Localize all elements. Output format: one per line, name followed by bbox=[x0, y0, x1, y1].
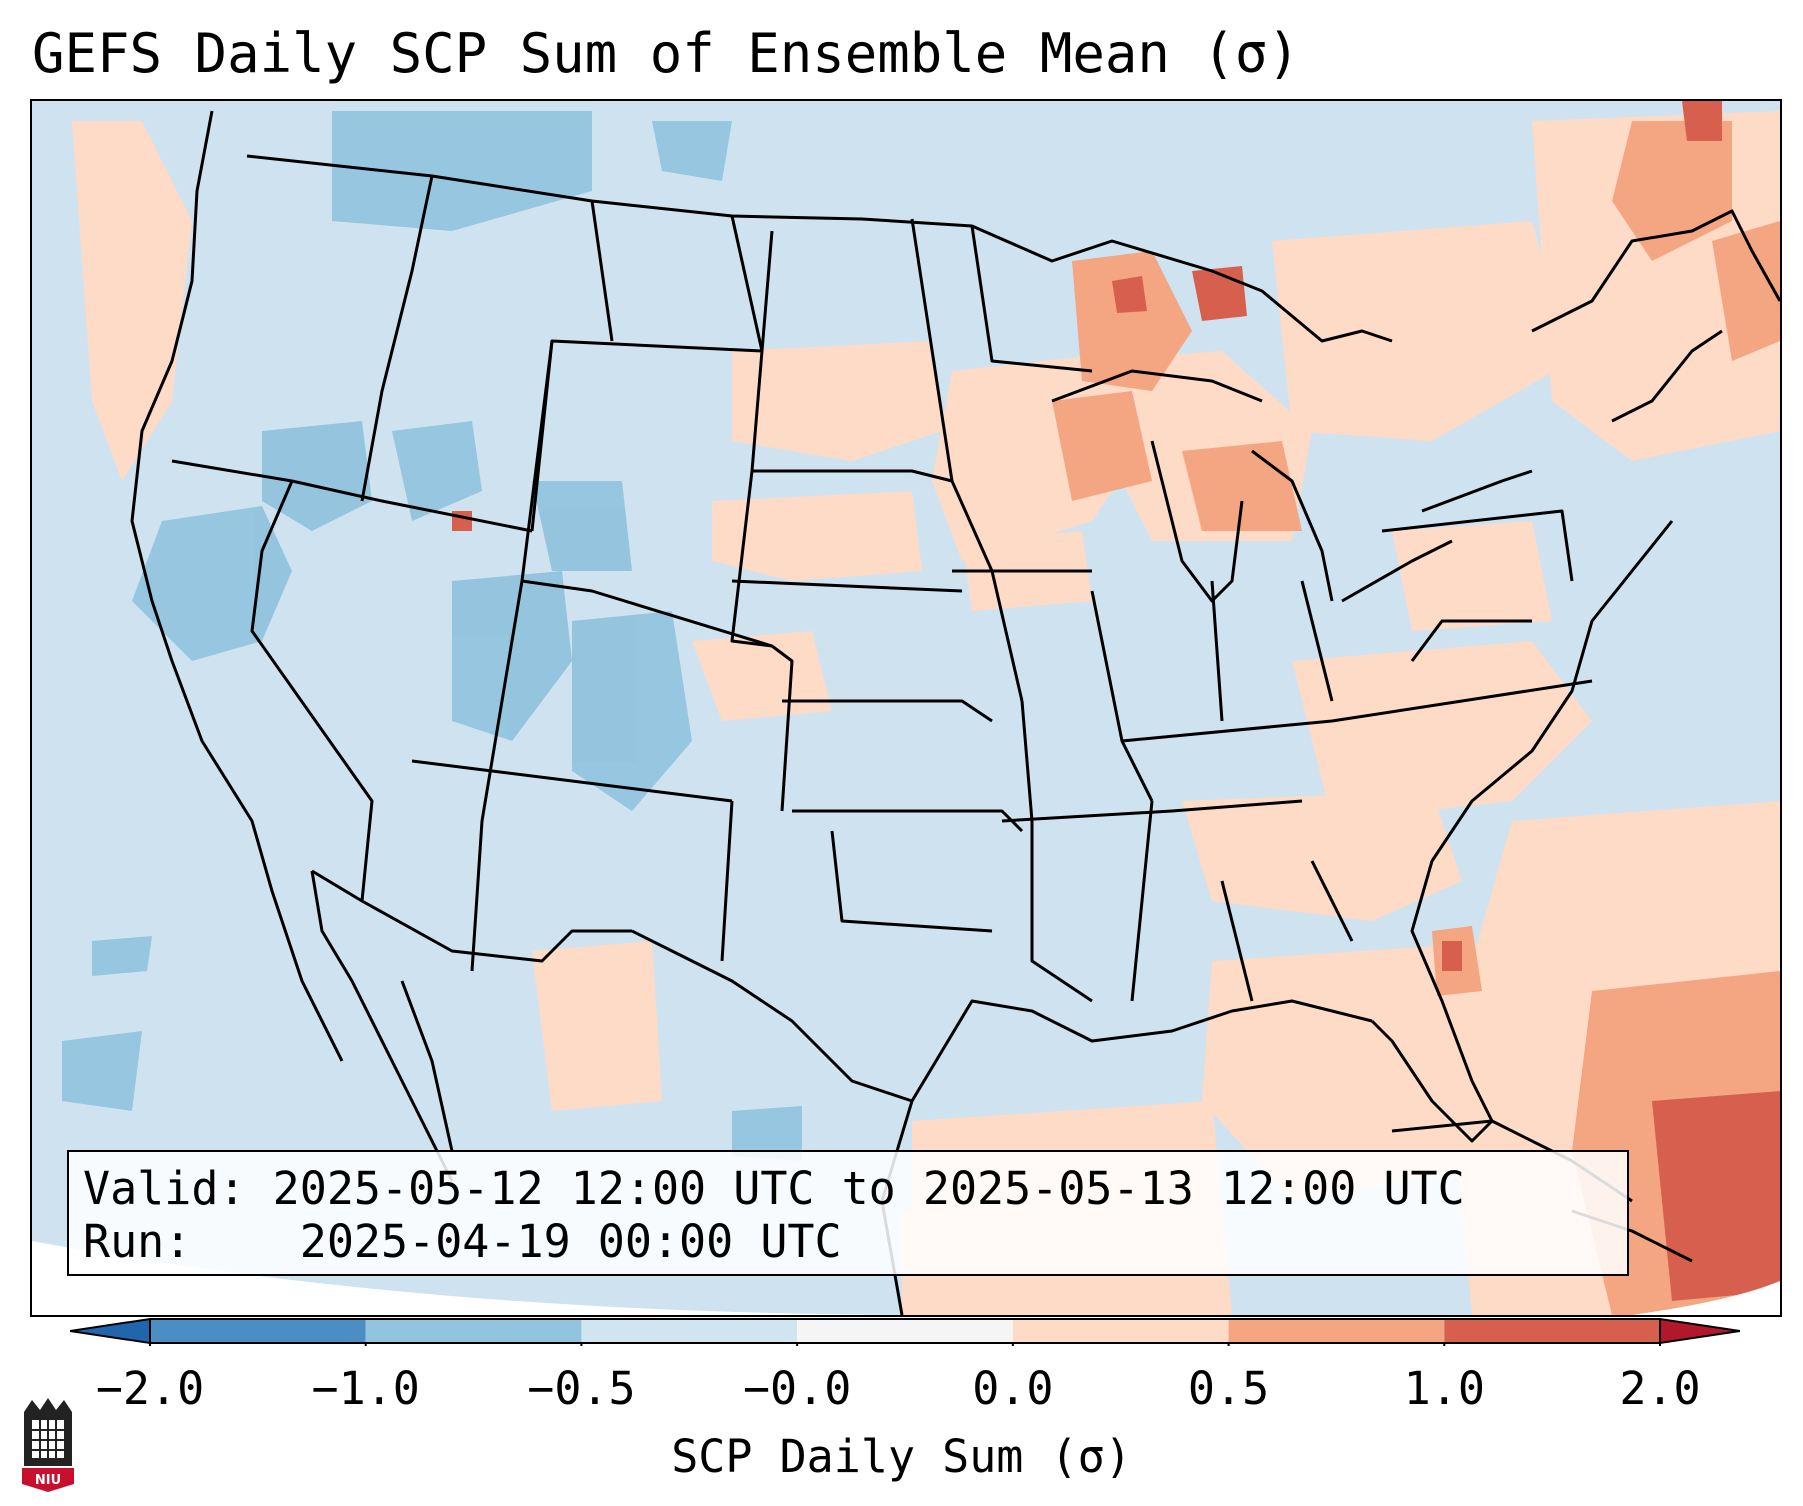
colorbar-outline bbox=[149, 1318, 1661, 1344]
colorbar-segment bbox=[365, 1319, 582, 1343]
colorbar-segment bbox=[581, 1319, 798, 1343]
colorbar-segment bbox=[1444, 1319, 1660, 1343]
colorbar-segment bbox=[1012, 1319, 1229, 1343]
valid-label: Valid: bbox=[83, 1162, 246, 1215]
logo-text: NIU bbox=[35, 1473, 61, 1488]
colorbar-segment bbox=[797, 1319, 1013, 1343]
colorbar-label: SCP Daily Sum (σ) bbox=[671, 1430, 1132, 1483]
colorbar-tick-label: −0.0 bbox=[742, 1362, 852, 1415]
run-label: Run: bbox=[83, 1215, 192, 1268]
valid-row: Valid: 2025-05-12 12:00 UTC to 2025-05-1… bbox=[83, 1162, 1613, 1215]
colorbar-tick-label: 2.0 bbox=[1619, 1362, 1701, 1415]
run-row: Run: 2025-04-19 00:00 UTC bbox=[83, 1215, 1613, 1268]
scp-map bbox=[32, 101, 1780, 1315]
colorbar-tick-label: 1.0 bbox=[1403, 1362, 1485, 1415]
colorbar-segment bbox=[150, 1319, 366, 1343]
valid-value: 2025-05-12 12:00 UTC to 2025-05-13 12:00… bbox=[272, 1162, 1465, 1215]
projection-edge-right bbox=[1632, 1281, 1780, 1315]
colorbar-tick-label: 0.0 bbox=[972, 1362, 1054, 1415]
strong-positive-layer bbox=[452, 101, 1780, 1301]
colorbar-under-triangle bbox=[70, 1317, 151, 1345]
colorbar-tick-label: −0.5 bbox=[527, 1362, 636, 1415]
boundaries bbox=[130, 110, 1780, 1315]
page-title: GEFS Daily SCP Sum of Ensemble Mean (σ) bbox=[32, 22, 1300, 85]
info-box: Valid: 2025-05-12 12:00 UTC to 2025-05-1… bbox=[67, 1150, 1629, 1276]
colorbar-tick-label: 0.5 bbox=[1187, 1362, 1270, 1415]
run-value: 2025-04-19 00:00 UTC bbox=[299, 1215, 842, 1268]
colorbar-over-triangle bbox=[1659, 1317, 1740, 1345]
colorbar-tick-label: −2.0 bbox=[95, 1362, 205, 1415]
niu-logo-icon: NIU bbox=[22, 1398, 74, 1492]
projection-edge bbox=[32, 1241, 932, 1315]
colorbar-segment bbox=[1228, 1319, 1445, 1343]
map-panel bbox=[30, 99, 1782, 1317]
colorbar bbox=[70, 1317, 1740, 1346]
colorbar-tick-label: −1.0 bbox=[311, 1362, 420, 1415]
